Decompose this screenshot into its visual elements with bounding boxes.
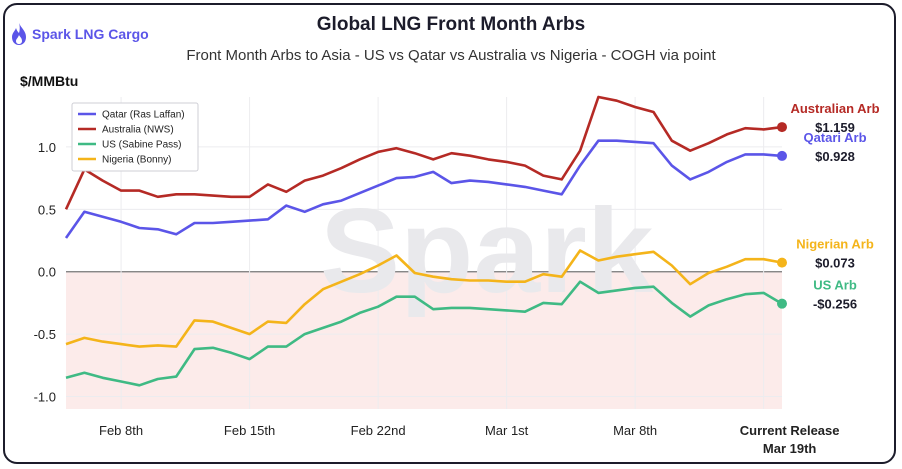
legend-label: Nigeria (Bonny) xyxy=(102,155,171,166)
brand-logo: Spark LNG Cargo xyxy=(10,22,149,46)
y-tick-label: 0.0 xyxy=(38,265,56,280)
series-line-nigeria xyxy=(65,249,783,348)
series-end-value: -$0.256 xyxy=(813,297,857,312)
series-end-label: US Arb xyxy=(813,278,857,293)
y-tick-label: 1.0 xyxy=(38,140,56,155)
x-tick-label-sub: Mar 19th xyxy=(763,441,817,456)
series-line-qatar xyxy=(64,139,783,239)
y-tick-label: -0.5 xyxy=(34,327,56,342)
y-axis-label: $/MMBtu xyxy=(20,73,78,89)
series-line-us xyxy=(65,280,783,387)
series-end-label: Australian Arb xyxy=(790,101,879,116)
flame-icon xyxy=(12,23,26,45)
series-end-label: Nigerian Arb xyxy=(796,237,874,252)
x-tick-label: Mar 8th xyxy=(613,423,657,438)
x-tick-label: Feb 8th xyxy=(99,423,143,438)
legend-label: Australia (NWS) xyxy=(102,125,174,136)
series-end-point xyxy=(777,122,787,133)
y-tick-label: 0.5 xyxy=(38,202,56,217)
x-tick-label: Feb 15th xyxy=(224,423,275,438)
series-end-value: $0.928 xyxy=(815,149,855,164)
series-end-value: $1.159 xyxy=(815,120,855,135)
series-line-australia xyxy=(64,95,783,210)
x-tick-label: Feb 22nd xyxy=(351,423,406,438)
series-end-label: Qatari Arb xyxy=(803,130,866,145)
series-end-point xyxy=(777,257,787,268)
legend-label: US (Sabine Pass) xyxy=(102,140,181,151)
series-end-point xyxy=(777,298,787,309)
legend-box xyxy=(71,102,199,172)
legend-label: Qatar (Ras Laffan) xyxy=(102,110,185,121)
x-tick-label: Current Release xyxy=(740,423,840,438)
series-end-value: $0.073 xyxy=(815,256,855,271)
chart-title: Global LNG Front Month Arbs xyxy=(316,14,586,35)
spark-watermark: Spark xyxy=(320,184,654,318)
series-end-point xyxy=(777,150,787,161)
chart-subtitle: Front Month Arbs to Asia - US vs Qatar v… xyxy=(186,47,716,64)
x-tick-label: Mar 1st xyxy=(485,423,529,438)
brand-name: Spark LNG Cargo xyxy=(32,26,149,42)
y-tick-label: -1.0 xyxy=(34,390,56,405)
